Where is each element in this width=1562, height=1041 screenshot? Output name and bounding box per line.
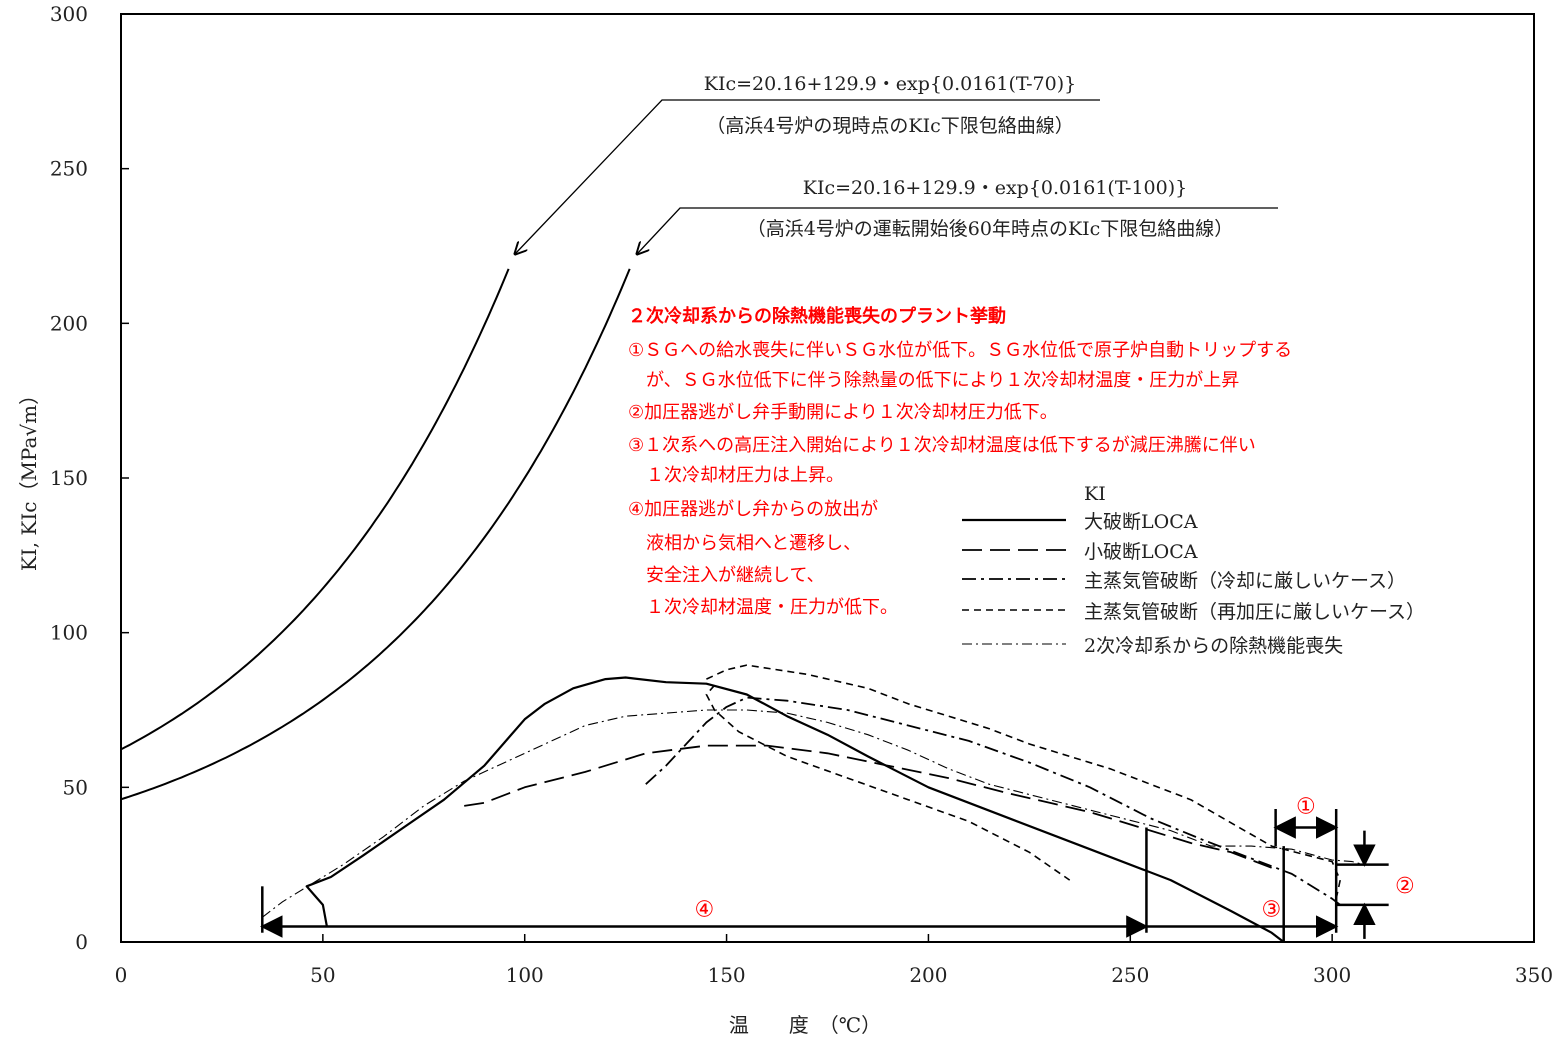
- kic-callout-2-formula: KIc=20.16+129.9・exp{0.0161(T-100)}: [803, 177, 1187, 199]
- x-tick-label-5: 250: [1111, 963, 1149, 987]
- phase-markers: [262, 809, 1388, 942]
- x-axis-title: 温 度 （℃）: [729, 1013, 881, 1037]
- kic-callout-1-formula: KIc=20.16+129.9・exp{0.0161(T-70)}: [704, 73, 1076, 95]
- series-line-6: [706, 685, 1069, 880]
- kic-curves: [121, 269, 630, 799]
- y-tick-label-1: 50: [63, 775, 88, 799]
- kic-curve-1: [121, 269, 509, 750]
- phase-4-label: ④: [694, 898, 714, 923]
- y-axis-ticks: 0 50 100 150 200 250 300: [50, 2, 129, 954]
- note-line-5: １次冷却材圧力は上昇。: [628, 465, 844, 486]
- y-tick-label-0: 0: [75, 930, 88, 954]
- y-tick-label-5: 250: [50, 157, 88, 181]
- phase-3-label: ③: [1261, 898, 1281, 923]
- x-tick-label-3: 150: [707, 963, 745, 987]
- kic-callout-2-caption: （高浜4号炉の運転開始後60年時点のKIc下限包絡曲線）: [747, 218, 1234, 240]
- note-line-4: ③１次系への高圧注入開始により１次冷却材温度は低下するが減圧沸騰に伴い: [628, 435, 1256, 456]
- note-title: ２次冷却系からの除熱機能喪失のプラント挙動: [628, 305, 1006, 327]
- kic-callout-2: KIc=20.16+129.9・exp{0.0161(T-100)} （高浜4号…: [637, 177, 1278, 254]
- series-line-4: [706, 665, 1340, 899]
- legend-entry-4: 主蒸気管破断（再加圧に厳しいケース）: [1084, 601, 1425, 623]
- legend-entry-2: 小破断LOCA: [1084, 541, 1198, 563]
- y-tick-label-3: 150: [50, 466, 88, 490]
- kic-callout-1-caption: （高浜4号炉の現時点のKIc下限包絡曲線）: [706, 115, 1073, 137]
- ki-series: [262, 665, 1364, 942]
- x-tick-label-0: 0: [115, 963, 128, 987]
- series-line-3: [646, 698, 1340, 905]
- legend-entry-1: 大破断LOCA: [1084, 511, 1198, 533]
- x-tick-label-4: 200: [909, 963, 947, 987]
- y-tick-label-2: 100: [50, 621, 88, 645]
- legend-entry-5: 2次冷却系からの除熱機能喪失: [1084, 635, 1343, 657]
- x-tick-label-6: 300: [1313, 963, 1351, 987]
- legend: KI 大破断LOCA 小破断LOCA 主蒸気管破断（冷却に厳しいケース） 主蒸気…: [962, 483, 1425, 657]
- x-tick-label-2: 100: [506, 963, 544, 987]
- note-line-8: 安全注入が継続して、: [628, 565, 825, 586]
- phase-1-label: ①: [1296, 795, 1316, 820]
- kic-curve-2: [121, 269, 630, 799]
- phase-2-label: ②: [1395, 874, 1415, 899]
- note-line-6: ④加圧器逃がし弁からの放出が: [628, 499, 878, 520]
- x-tick-label-7: 350: [1515, 963, 1553, 987]
- note-line-9: １次冷却材温度・圧力が低下。: [628, 597, 898, 618]
- note-line-7: 液相から気相へと遷移し、: [628, 533, 861, 554]
- note-line-3: ②加圧器逃がし弁手動開により１次冷却材圧力低下。: [628, 402, 1058, 423]
- series-line-2: [464, 746, 1271, 868]
- y-tick-label-6: 300: [50, 2, 88, 26]
- note-line-1: ①ＳＧへの給水喪失に伴いＳＧ水位が低下。ＳＧ水位低で原子炉自動トリップする: [628, 340, 1292, 361]
- legend-title: KI: [1084, 483, 1106, 505]
- series-line-5: [262, 710, 1364, 917]
- note-line-2: が、ＳＧ水位低下に伴う除熱量の低下により１次冷却材温度・圧力が上昇: [628, 370, 1239, 391]
- legend-entry-3: 主蒸気管破断（冷却に厳しいケース）: [1084, 570, 1406, 592]
- y-tick-label-4: 200: [50, 311, 88, 335]
- x-tick-label-1: 50: [310, 963, 335, 987]
- series-line-1: [307, 678, 1284, 943]
- y-axis-title: KI, KIc（MPa√m）: [17, 385, 41, 571]
